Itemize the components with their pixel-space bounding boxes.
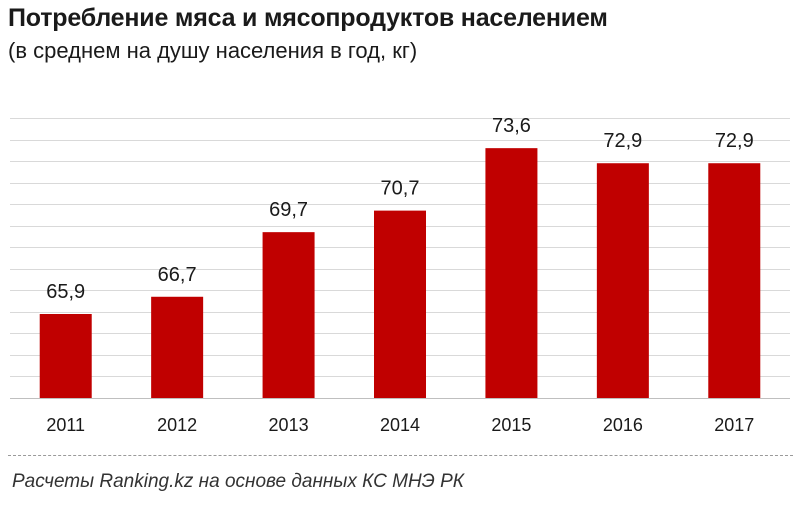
x-tick-label-2015: 2015 [491, 415, 531, 435]
bar-2013 [262, 232, 315, 398]
value-label-2012: 66,7 [158, 264, 197, 286]
bar-2014 [374, 210, 426, 398]
x-tick-label-2013: 2013 [269, 415, 309, 435]
value-label-2011: 65,9 [46, 281, 85, 303]
x-tick-label-2012: 2012 [157, 415, 197, 435]
source-divider [8, 455, 793, 456]
source-note: Расчеты Ranking.kz на основе данных КС М… [12, 471, 464, 492]
chart-title: Потребление мяса и мясопродуктов населен… [8, 4, 608, 32]
value-labels: 65,9 66,7 69,7 70,7 73,6 72,9 72,9 [46, 115, 754, 303]
x-tick-label-2011: 2011 [46, 415, 85, 435]
value-label-2016: 72,9 [603, 130, 642, 152]
x-tick-label-2017: 2017 [714, 415, 754, 435]
x-tick-label-2014: 2014 [380, 415, 420, 435]
value-label-2017: 72,9 [715, 130, 754, 152]
x-tick-label-2016: 2016 [603, 415, 643, 435]
value-label-2013: 69,7 [269, 199, 308, 221]
chart-subtitle: (в среднем на душу населения в год, кг) [8, 38, 418, 63]
bar-2016 [596, 163, 649, 398]
bars [39, 148, 761, 398]
value-label-2014: 70,7 [381, 178, 420, 200]
bar-2015 [485, 148, 538, 398]
bar-2017 [708, 163, 761, 398]
value-label-2015: 73,6 [492, 115, 531, 137]
bar-2011 [39, 314, 92, 398]
bar-2012 [151, 296, 204, 398]
x-axis-ticks: 2011 2012 2013 2014 2015 2016 2017 [46, 415, 754, 435]
